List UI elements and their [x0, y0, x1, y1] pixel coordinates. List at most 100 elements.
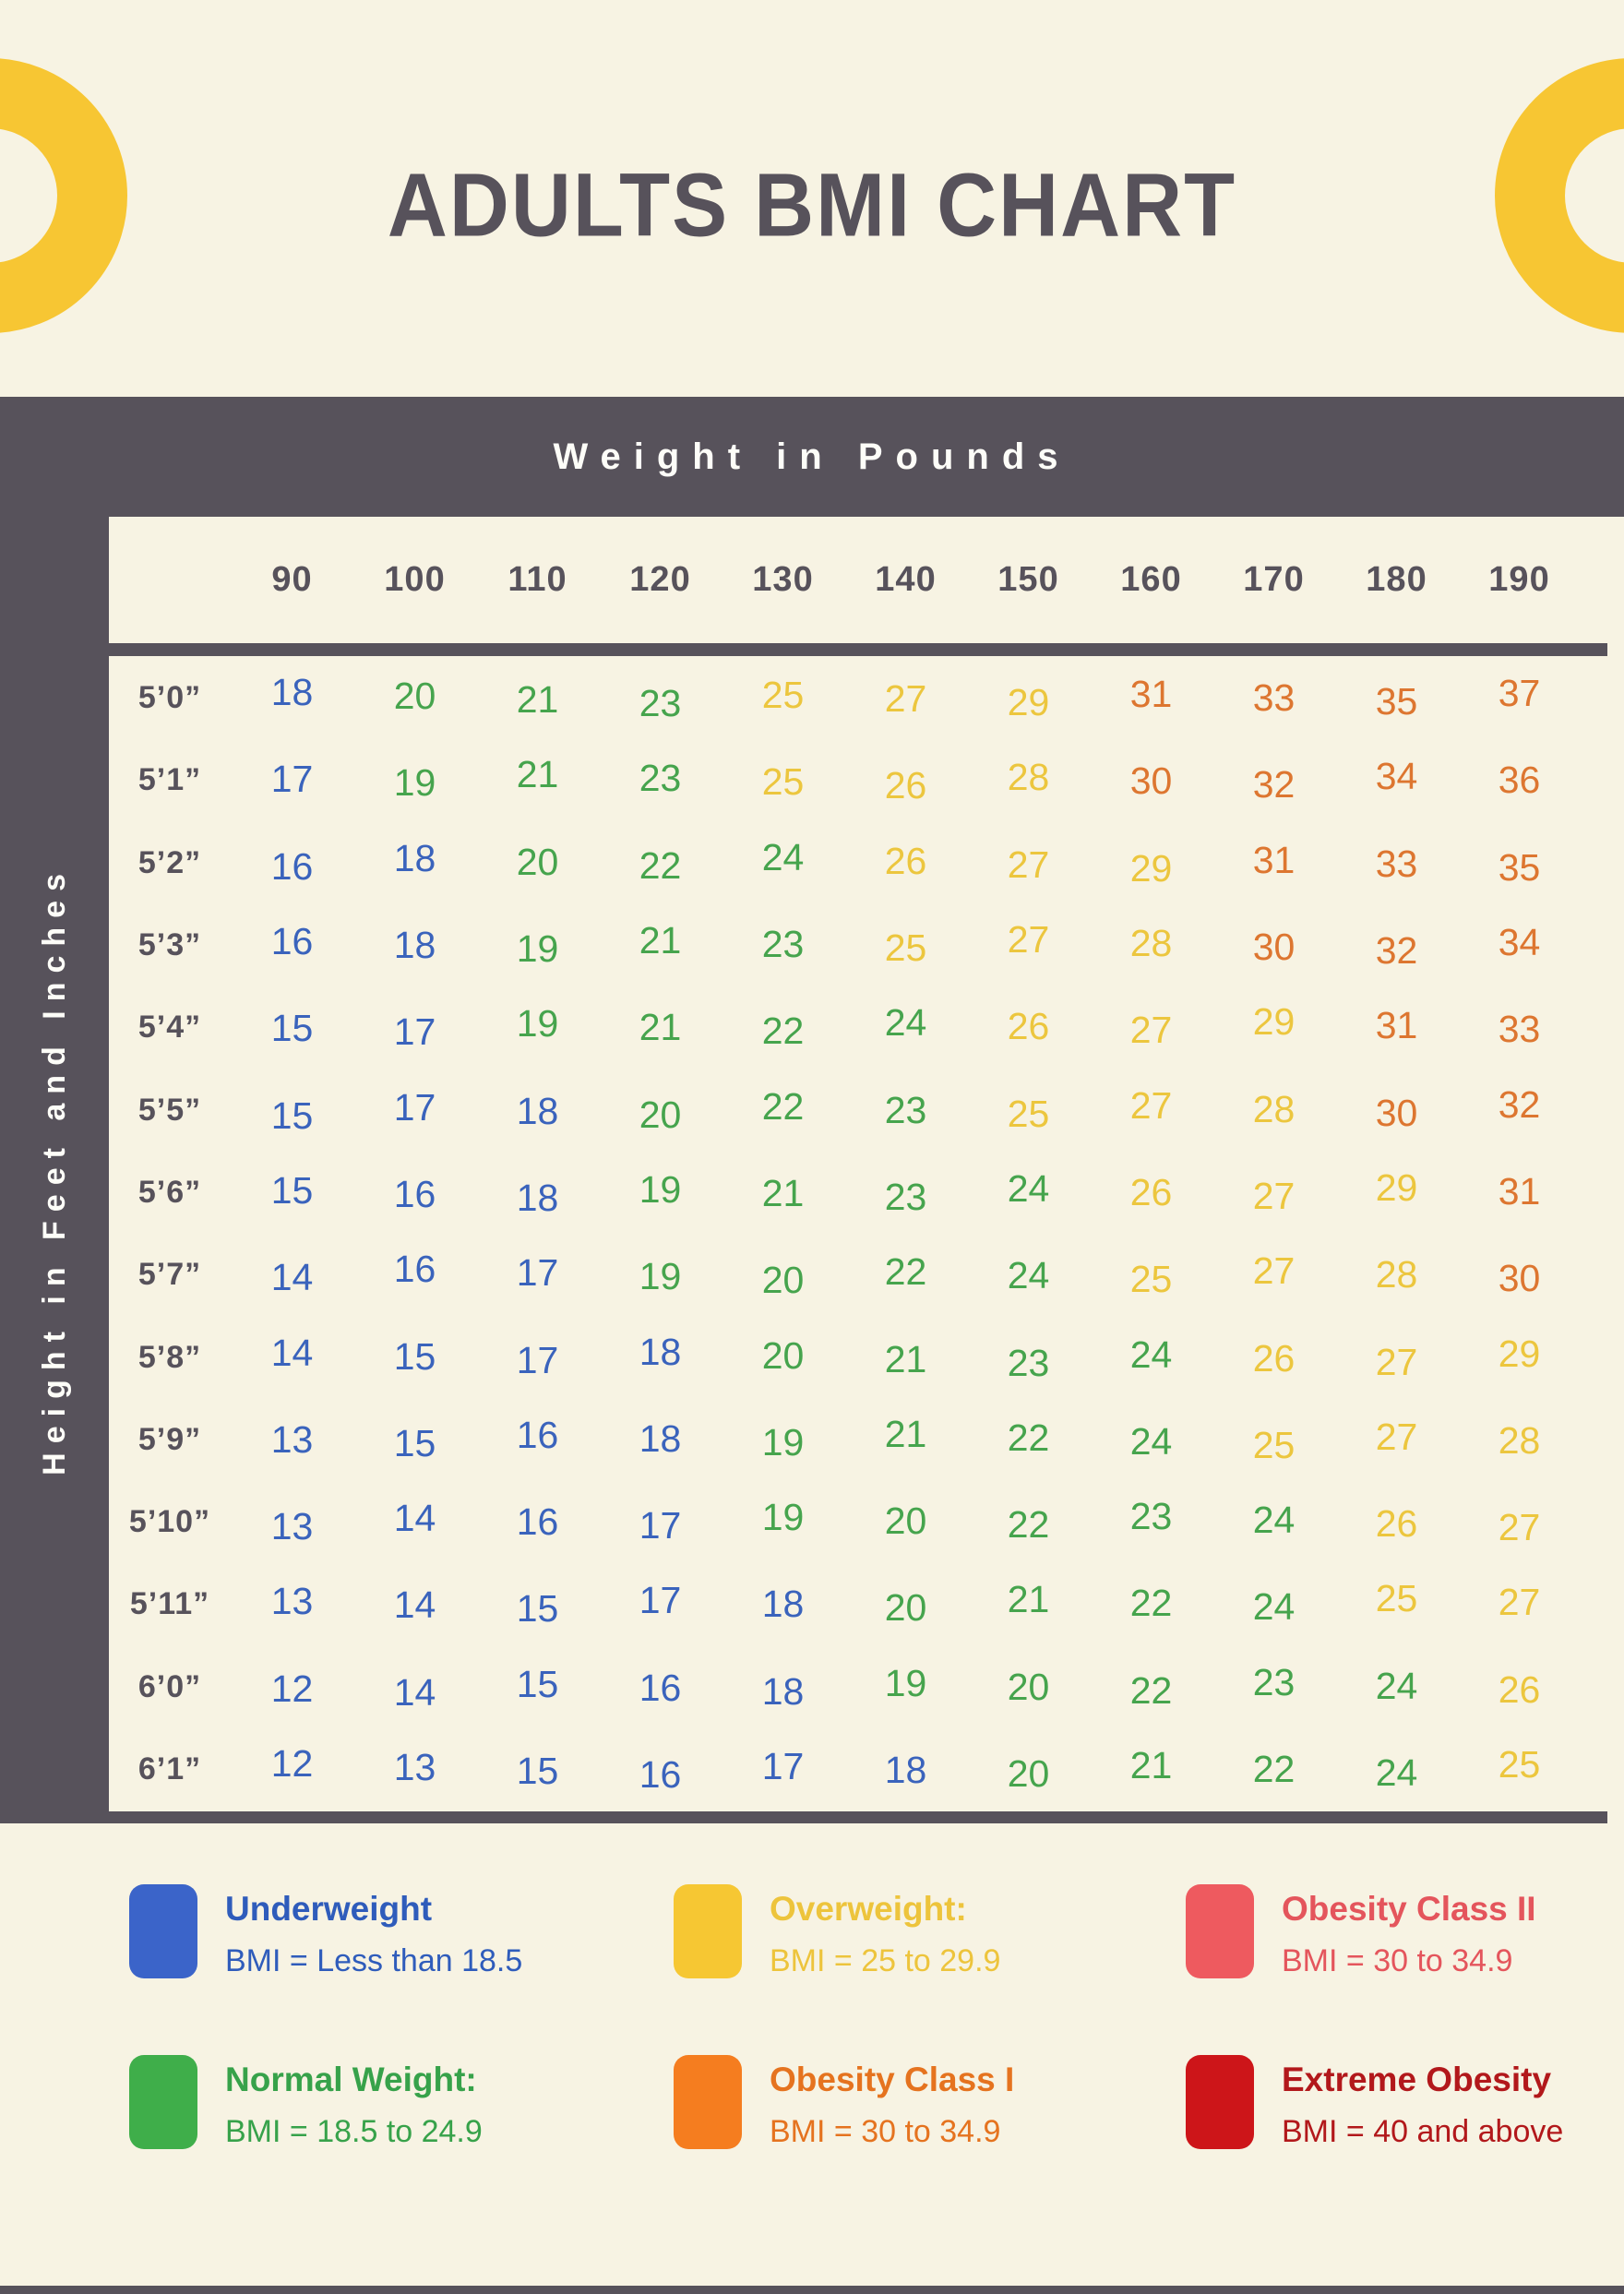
- legend-item: Obesity Class I BMI = 30 to 34.9: [653, 2055, 1165, 2150]
- bmi-cell: 20: [761, 1259, 805, 1302]
- row-height-label: 5’1”: [137, 762, 202, 798]
- bmi-cell: 23: [1129, 1495, 1173, 1538]
- bmi-cell: 18: [270, 671, 314, 714]
- table-bottom-border: [0, 1811, 1607, 1823]
- legend-item: Extreme Obesity BMI = 40 and above: [1165, 2055, 1594, 2150]
- legend-bmi-range: BMI = 30 to 34.9: [1282, 1943, 1513, 1978]
- bmi-cell: 23: [761, 923, 805, 966]
- bmi-cell: 27: [1375, 1340, 1418, 1383]
- table-row: 6’1” 12 13 15 16 17 18 20 21 22 24 25: [0, 1728, 1540, 1810]
- bmi-cell: 14: [270, 1331, 314, 1374]
- row-height-label: 5’6”: [137, 1174, 202, 1210]
- bmi-cell: 30: [1498, 1257, 1541, 1300]
- row-height-label: 5’3”: [137, 927, 202, 963]
- bmi-cell: 29: [1375, 1165, 1418, 1209]
- bmi-table-body: 5’0” 18 20 21 23 25 27 29 31 33 35 37 5’1” 17 19 21 23 25…: [0, 657, 1540, 1810]
- bmi-cell: 29: [1129, 846, 1173, 890]
- bmi-cell: 20: [516, 840, 559, 883]
- table-row: 5’8” 14 15 17 18 20 21 23 24 26 27 29: [0, 1316, 1540, 1398]
- bmi-cell: 32: [1498, 1082, 1541, 1126]
- bmi-cell: 25: [761, 674, 805, 717]
- legend-bmi-range: BMI = 25 to 29.9: [770, 1943, 1001, 1978]
- bmi-cell: 17: [639, 1504, 682, 1547]
- bmi-cell: 28: [1252, 1087, 1296, 1130]
- bmi-cell: 35: [1375, 680, 1418, 723]
- bmi-cell: 14: [393, 1583, 436, 1627]
- bmi-cell: 18: [761, 1669, 805, 1713]
- weight-header-row: 90 100 110 120 130 140 150 160 170 180 190: [0, 517, 1548, 643]
- bmi-cell: 12: [270, 1742, 314, 1785]
- bmi-cell: 19: [639, 1167, 682, 1211]
- bmi-cell: 18: [761, 1583, 805, 1626]
- bmi-cell: 25: [1252, 1423, 1296, 1466]
- bmi-cell: 15: [516, 1750, 559, 1792]
- bmi-cell: 29: [1252, 1000, 1296, 1044]
- legend-item: Underweight BMI = Less than 18.5: [109, 1884, 653, 1979]
- legend-label: Extreme Obesity: [1282, 2061, 1552, 2098]
- legend-label: Underweight: [225, 1890, 433, 1928]
- bmi-cell: 32: [1252, 763, 1296, 806]
- bmi-cell: 13: [270, 1417, 314, 1461]
- bmi-cell: 17: [761, 1745, 805, 1787]
- bmi-cell: 22: [639, 843, 682, 887]
- bmi-cell: 27: [1007, 918, 1050, 962]
- weight-column-header: 180: [1366, 560, 1427, 599]
- weight-column-header: 100: [384, 560, 446, 599]
- bmi-cell: 24: [1252, 1585, 1296, 1629]
- bmi-cell: 22: [1252, 1748, 1296, 1790]
- bmi-cell: 20: [884, 1499, 927, 1543]
- table-row: 5’1” 17 19 21 23 25 26 28 30 32 34 36: [0, 739, 1540, 821]
- legend-swatch-icon: [129, 2055, 197, 2149]
- bmi-cell: 13: [270, 1580, 314, 1623]
- weight-column-header: 170: [1243, 560, 1305, 599]
- bmi-cell: 17: [393, 1010, 436, 1054]
- bmi-cell: 14: [393, 1670, 436, 1714]
- bmi-cell: 16: [393, 1172, 436, 1215]
- bmi-cell: 15: [393, 1421, 436, 1464]
- row-height-label: 5’11”: [129, 1586, 210, 1622]
- row-height-label: 5’4”: [137, 1010, 202, 1045]
- bmi-cell: 30: [1252, 926, 1296, 969]
- row-height-label: 6’1”: [137, 1751, 202, 1786]
- bmi-cell: 20: [884, 1586, 927, 1630]
- table-row: 5’5” 15 17 18 20 22 23 25 27 28 30 32: [0, 1069, 1540, 1151]
- bmi-cell: 23: [639, 757, 682, 800]
- bmi-cell: 13: [270, 1505, 314, 1548]
- bmi-cell: 27: [1129, 1009, 1173, 1052]
- bmi-cell: 14: [393, 1497, 436, 1540]
- bmi-cell: 23: [884, 1088, 927, 1131]
- bmi-cell: 27: [1252, 1249, 1296, 1293]
- legend-swatch-icon: [129, 1884, 197, 1978]
- legend-bmi-range: BMI = 30 to 34.9: [770, 2114, 1001, 2149]
- bmi-cell: 25: [884, 926, 927, 970]
- row-height-label: 5’7”: [137, 1257, 202, 1293]
- legend-swatch-icon: [1186, 2055, 1254, 2149]
- bmi-cell: 24: [1007, 1166, 1050, 1210]
- legend-swatch-icon: [674, 2055, 742, 2149]
- table-row: 5’3” 16 18 19 21 23 25 27 28 30 32 34: [0, 904, 1540, 986]
- bmi-cell: 20: [639, 1093, 682, 1136]
- legend-swatch-icon: [1186, 1884, 1254, 1978]
- bmi-cell: 22: [1129, 1582, 1173, 1625]
- bmi-cell: 22: [1129, 1668, 1173, 1712]
- bmi-cell: 21: [761, 1171, 805, 1214]
- bmi-cell: 16: [393, 1248, 436, 1291]
- bmi-cell: 16: [516, 1500, 559, 1544]
- bmi-cell: 25: [1498, 1743, 1541, 1786]
- bmi-cell: 34: [1375, 755, 1418, 798]
- bmi-cell: 12: [270, 1667, 314, 1710]
- bmi-cell: 18: [884, 1749, 927, 1791]
- bmi-cell: 16: [270, 844, 314, 888]
- bmi-cell: 17: [639, 1579, 682, 1622]
- bmi-cell: 21: [639, 1006, 682, 1049]
- legend-item: Normal Weight: BMI = 18.5 to 24.9: [109, 2055, 653, 2150]
- bmi-cell: 29: [1007, 681, 1050, 724]
- bmi-cell: 23: [884, 1175, 927, 1218]
- legend-label: Normal Weight:: [225, 2061, 477, 2098]
- legend-bmi-range: BMI = 40 and above: [1282, 2114, 1564, 2149]
- table-row: 5’4” 15 17 19 21 22 24 26 27 29 31 33: [0, 986, 1540, 1069]
- bmi-cell: 15: [516, 1587, 559, 1631]
- bmi-cell: 31: [1498, 1169, 1541, 1213]
- bmi-cell: 26: [884, 839, 927, 882]
